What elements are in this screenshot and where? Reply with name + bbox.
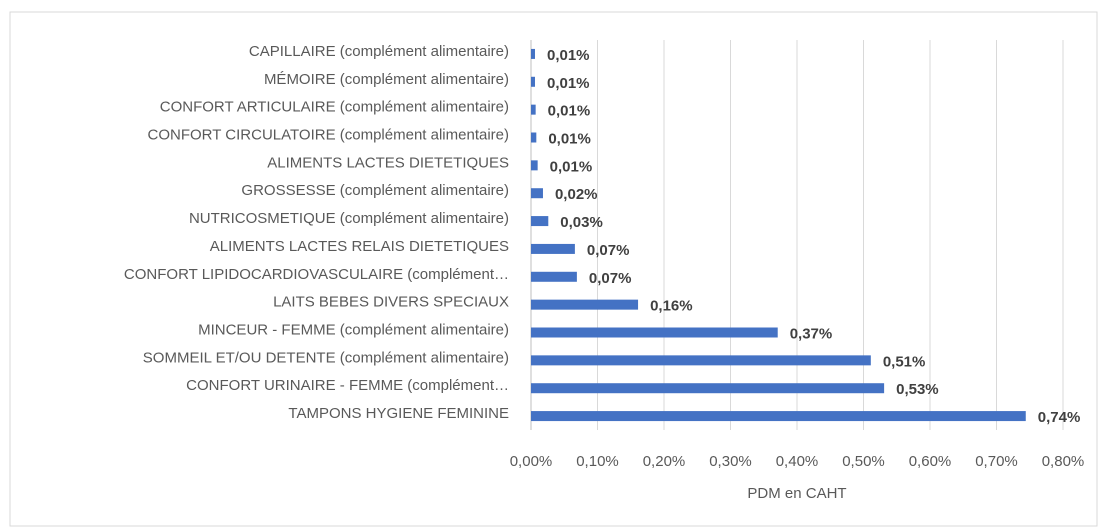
bar	[531, 188, 543, 199]
data-label: 0,07%	[587, 242, 630, 259]
y-tick-label: LAITS BEBES DIVERS SPECIAUX	[273, 294, 509, 311]
data-label: 0,01%	[548, 130, 591, 147]
bar	[531, 327, 778, 338]
y-tick-label: SOMMEIL ET/OU DETENTE (complément alimen…	[143, 349, 509, 366]
bar	[531, 104, 536, 115]
data-label: 0,37%	[790, 325, 833, 342]
x-tick-label: 0,50%	[842, 453, 885, 470]
y-tick-label: CONFORT ARTICULAIRE (complément alimenta…	[160, 99, 509, 116]
data-label: 0,03%	[560, 214, 603, 231]
y-tick-label: MÉMOIRE (complément alimentaire)	[264, 71, 509, 88]
data-label: 0,16%	[650, 298, 693, 315]
data-label: 0,51%	[883, 353, 926, 370]
y-tick-label: TAMPONS HYGIENE FEMININE	[288, 405, 509, 422]
x-tick-label: 0,80%	[1042, 453, 1085, 470]
y-tick-label: GROSSESSE (complément alimentaire)	[241, 182, 509, 199]
bar	[531, 383, 885, 394]
x-tick-label: 0,10%	[576, 453, 619, 470]
data-label: 0,74%	[1038, 409, 1081, 426]
bar	[531, 132, 537, 143]
bar	[531, 411, 1026, 422]
bar	[531, 216, 549, 227]
y-tick-label: NUTRICOSMETIQUE (complément alimentaire)	[189, 210, 509, 227]
chart-border	[9, 11, 1098, 527]
y-tick-label: MINCEUR - FEMME (complément alimentaire)	[198, 321, 509, 338]
bar	[531, 48, 535, 59]
x-tick-label: 0,30%	[709, 453, 752, 470]
x-tick-label: 0,40%	[776, 453, 819, 470]
x-tick-label: 0,70%	[975, 453, 1018, 470]
y-tick-label: CAPILLAIRE (complément alimentaire)	[249, 43, 509, 60]
x-axis-title: PDM en CAHT	[747, 485, 846, 502]
data-label: 0,01%	[547, 75, 590, 92]
y-tick-label: CONFORT LIPIDOCARDIOVASCULAIRE (compléme…	[124, 266, 509, 283]
data-label: 0,53%	[896, 381, 939, 398]
y-tick-label: ALIMENTS LACTES DIETETIQUES	[267, 154, 509, 171]
data-label: 0,01%	[550, 158, 593, 175]
bar	[531, 76, 535, 87]
y-tick-label: CONFORT URINAIRE - FEMME (complément…	[186, 377, 509, 394]
y-tick-label: ALIMENTS LACTES RELAIS DIETETIQUES	[210, 238, 509, 255]
data-label: 0,02%	[555, 186, 598, 203]
bar	[531, 299, 639, 310]
data-label: 0,01%	[548, 103, 591, 120]
bar	[531, 355, 871, 366]
x-tick-label: 0,00%	[510, 453, 553, 470]
bar	[531, 243, 575, 254]
bar	[531, 160, 538, 171]
y-tick-label: CONFORT CIRCULATOIRE (complément aliment…	[148, 126, 509, 143]
x-tick-label: 0,20%	[643, 453, 686, 470]
bar	[531, 271, 577, 282]
data-label: 0,01%	[547, 47, 590, 64]
x-tick-label: 0,60%	[909, 453, 952, 470]
data-label: 0,07%	[589, 270, 632, 287]
